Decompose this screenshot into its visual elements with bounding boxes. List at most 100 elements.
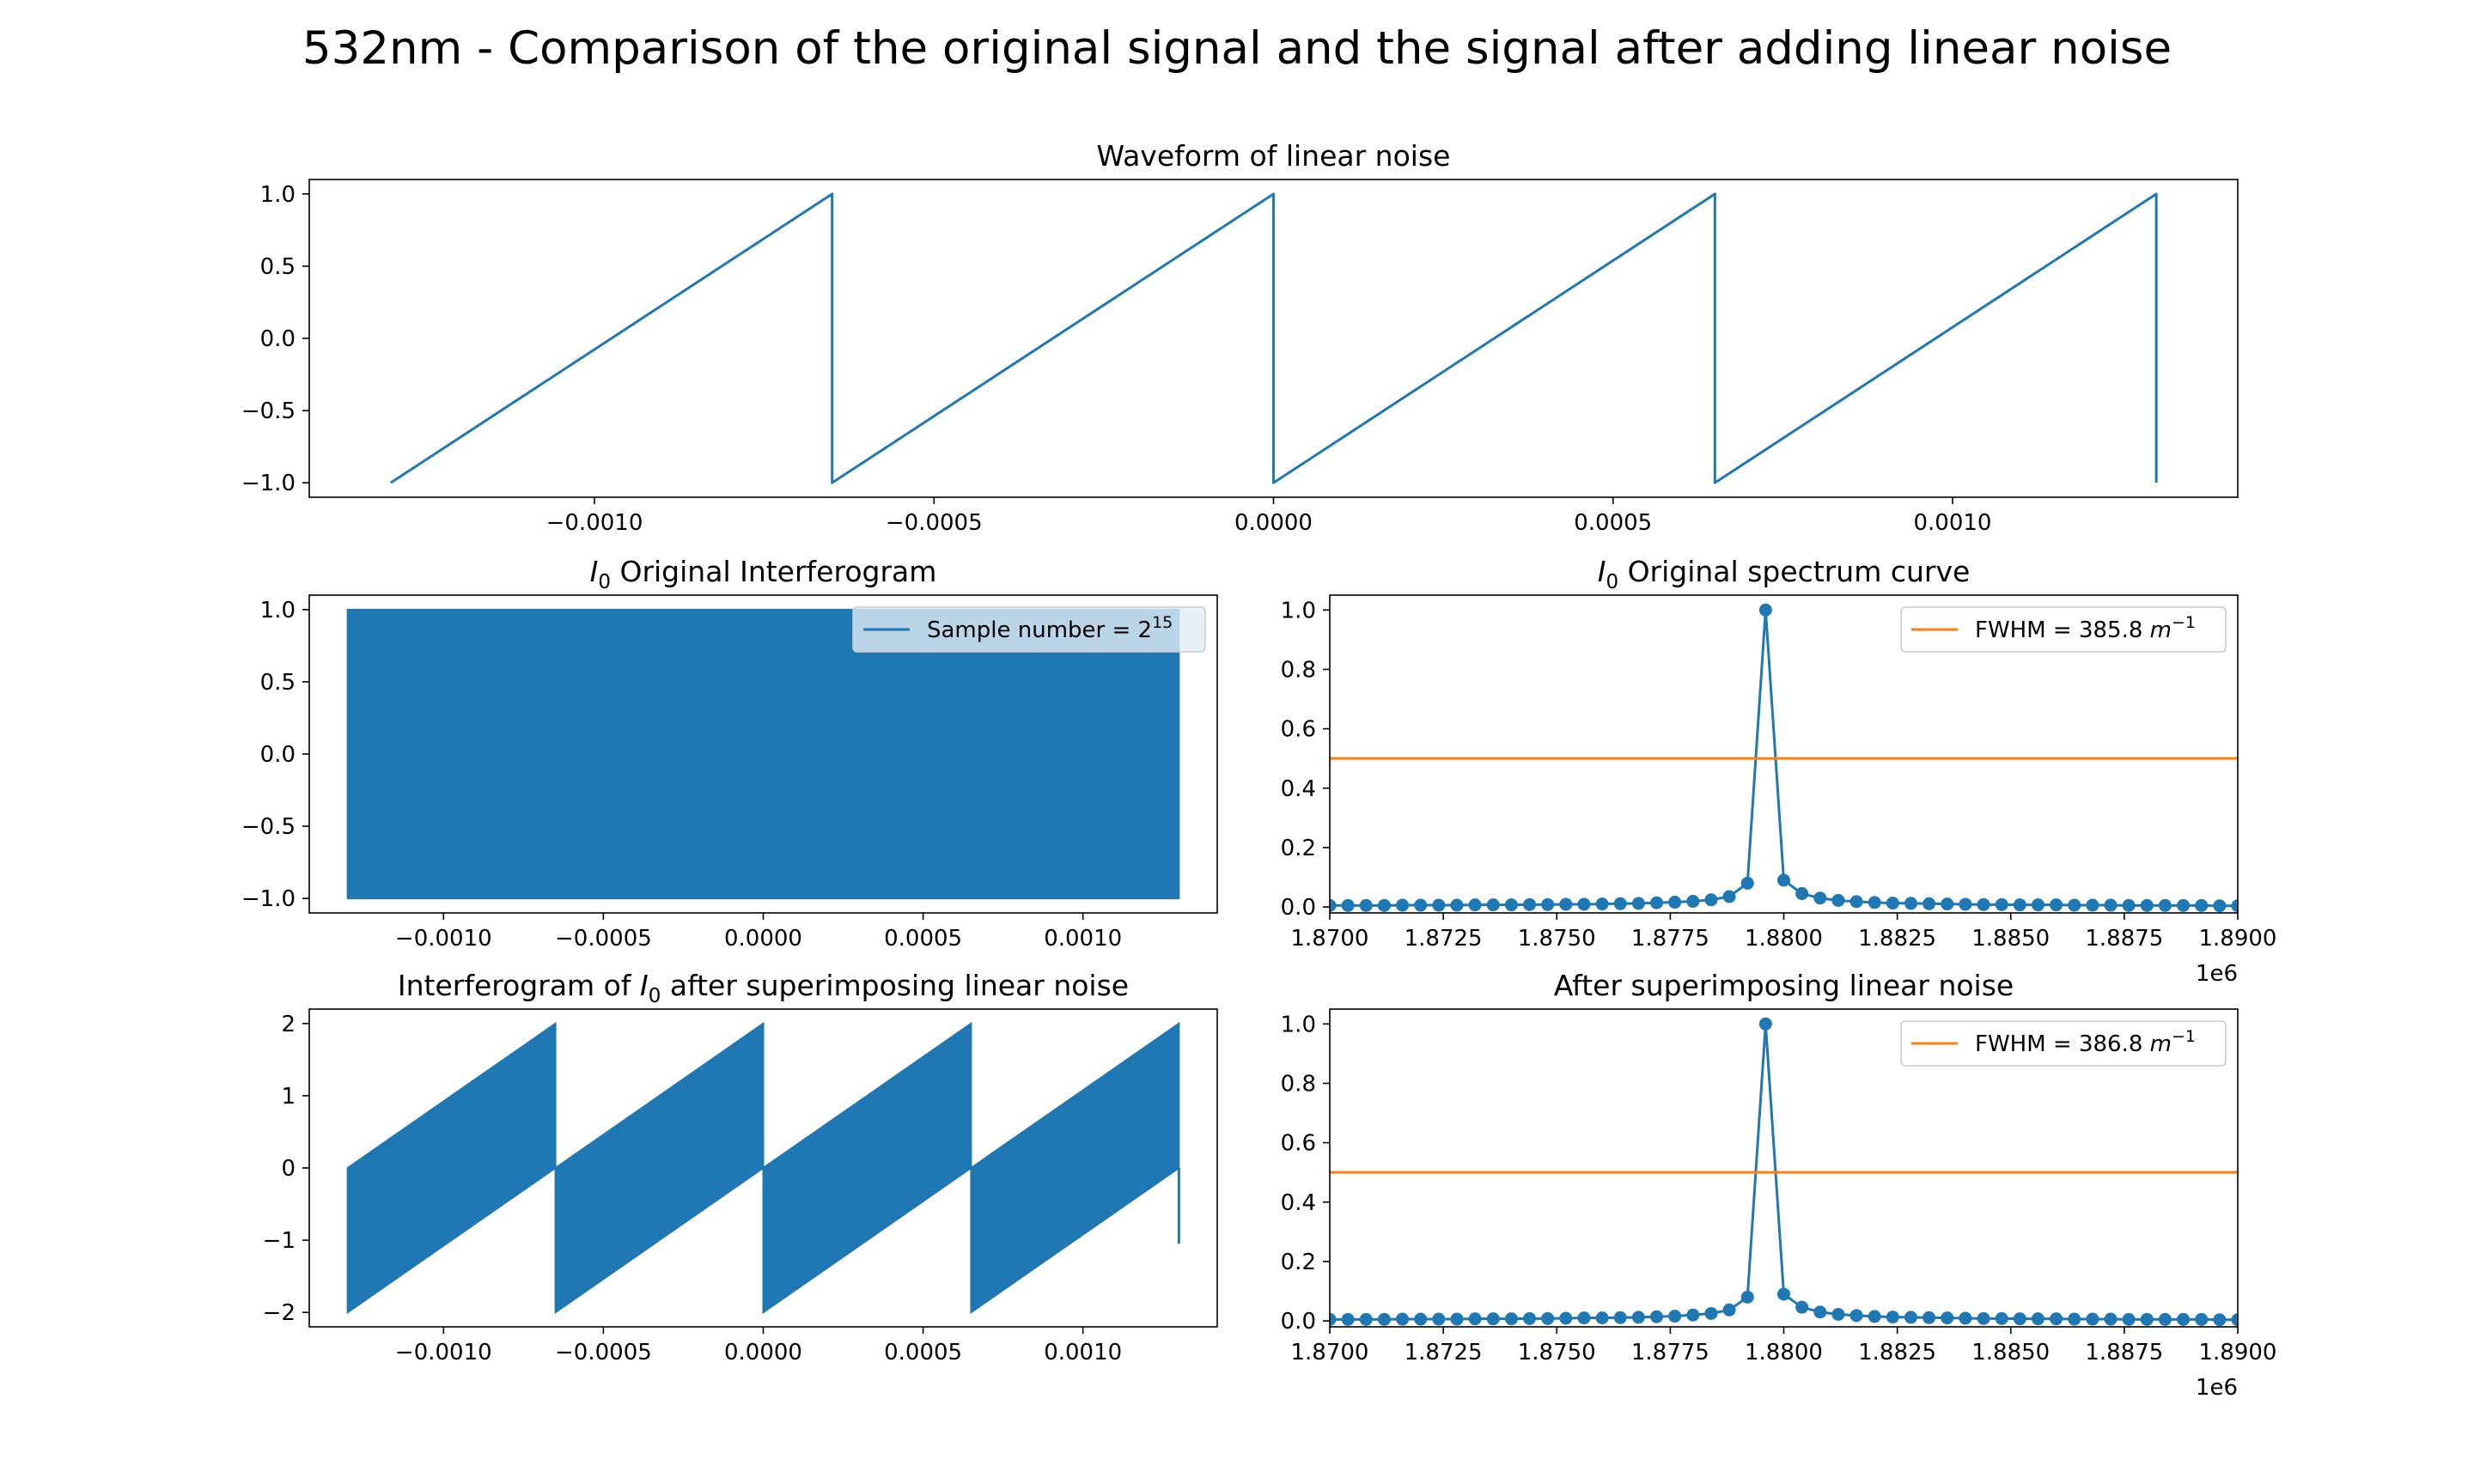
data-point [1886, 1311, 1899, 1324]
y-tick-label: −1.0 [241, 471, 296, 496]
data-point [2050, 1312, 2063, 1326]
x-tick-label: −0.0010 [395, 926, 492, 952]
legend-label: Sample number = 215 [927, 613, 1173, 643]
x-tick-label: 1.8700 [1291, 1340, 1369, 1365]
title-prefix: Interferogram of [398, 969, 640, 1002]
y-tick-label: 0.0 [1281, 1309, 1316, 1335]
x-tick-label: 1.8725 [1405, 1340, 1483, 1365]
x-tick-label: 1.8750 [1518, 1340, 1596, 1365]
y-tick-label: 0.8 [1281, 657, 1316, 683]
y-tick-label: 0 [281, 1156, 296, 1182]
data-point [1868, 896, 1881, 909]
data-point [1650, 896, 1664, 909]
axes-title: I0 Original spectrum curve [1598, 555, 1971, 593]
data-point [1831, 893, 1845, 907]
data-point [1849, 1309, 1863, 1323]
legend-label: FWHM = 386.8 m−1 [1975, 1027, 2196, 1057]
data-point [1795, 887, 1809, 901]
title-subscript: 0 [649, 985, 661, 1007]
data-point [1396, 898, 1410, 912]
legend-label-main: FWHM = 385.8 [1975, 617, 2150, 643]
data-point [1541, 897, 1555, 911]
data-point [2231, 1313, 2238, 1327]
legend-box [852, 606, 1206, 653]
data-point [2140, 898, 2154, 912]
axes-title: I0 Original Interferogram [590, 555, 937, 593]
series-line [390, 192, 2158, 484]
x-tick-label: 1.8825 [1858, 926, 1936, 952]
data-point [2213, 1313, 2227, 1327]
data-point [1995, 897, 2008, 911]
data-point [2140, 1312, 2154, 1326]
data-point [1668, 896, 1682, 909]
data-point [1613, 1311, 1627, 1324]
data-point [1577, 897, 1591, 911]
data-point [1941, 897, 1954, 911]
axes-title: After superimposing linear noise [1554, 969, 2014, 1002]
title-subscript: 0 [1606, 571, 1618, 593]
y-tick-label: 1.0 [1281, 1012, 1316, 1037]
data-point [2104, 1312, 2118, 1326]
data-point [2158, 1312, 2172, 1326]
x-tick-label: −0.0010 [395, 1340, 492, 1365]
data-point [2195, 1312, 2209, 1326]
data-point [2158, 898, 2172, 912]
interferogram-band-2 [762, 1021, 972, 1315]
legend-label: FWHM = 385.8 m−1 [1975, 613, 2196, 643]
y-tick-label: −1.0 [241, 886, 296, 912]
data-point [1959, 897, 1972, 911]
data-point [2013, 1312, 2026, 1326]
data-point [1977, 897, 1990, 911]
x-tick-label: 0.0010 [1044, 1340, 1122, 1365]
y-tick-label: 0.2 [1281, 1250, 1316, 1275]
data-point [1450, 898, 1464, 912]
x-tick-label: 0.0010 [1914, 510, 1992, 536]
data-point [1631, 1311, 1645, 1324]
data-point [1414, 898, 1428, 912]
data-point [1923, 897, 1936, 910]
original-spectrum-panel: I0 Original spectrum curve 1.8700 1.8725 1.… [1281, 555, 2277, 987]
y-tick-label: 0.4 [1281, 1190, 1316, 1216]
x-tick-label: 1.8700 [1291, 926, 1369, 952]
data-point [2213, 899, 2227, 913]
data-point [1722, 890, 1736, 903]
data-point [1740, 876, 1754, 890]
data-point [1396, 1312, 1410, 1326]
legend-label-superscript: 15 [1152, 613, 1173, 632]
legend-box [1900, 1020, 2227, 1067]
data-point [2068, 898, 2081, 912]
axes-title: Waveform of linear noise [1097, 139, 1451, 173]
data-point [1341, 1312, 1355, 1326]
data-point [1849, 895, 1863, 909]
y-tick-label: 0.8 [1281, 1071, 1316, 1097]
y-tick-label: 1.0 [260, 182, 296, 208]
data-point [1595, 897, 1609, 911]
data-point [1758, 603, 1772, 617]
data-point [1941, 1311, 1954, 1325]
y-tick-label: 0.6 [1281, 1131, 1316, 1157]
x-tick-label: 0.0010 [1044, 926, 1122, 952]
legend-box [1900, 606, 2227, 653]
data-point [1330, 1312, 1337, 1326]
legend-label-unit: m [2150, 617, 2172, 643]
x-tick-label: 1.8775 [1631, 1340, 1709, 1365]
data-point [2177, 1312, 2191, 1326]
x-tick-label: −0.0005 [886, 510, 983, 536]
interferogram-band-1 [554, 1021, 765, 1315]
data-point [2013, 898, 2026, 912]
x-tick-label: 0.0000 [724, 926, 802, 952]
y-tick-label: 0.4 [1281, 776, 1316, 802]
data-point [1868, 1310, 1881, 1323]
data-point [1704, 1306, 1718, 1320]
data-point [1777, 873, 1790, 887]
data-point [1686, 895, 1700, 909]
data-point [2231, 899, 2238, 913]
x-tick-label: 1.8800 [1745, 926, 1823, 952]
y-tick-label: −0.5 [241, 814, 296, 840]
x-tick-label: 0.0005 [1574, 510, 1652, 536]
data-point [1559, 1311, 1573, 1325]
data-point [1758, 1017, 1772, 1031]
data-point [1559, 897, 1573, 911]
data-point [1359, 1312, 1373, 1326]
